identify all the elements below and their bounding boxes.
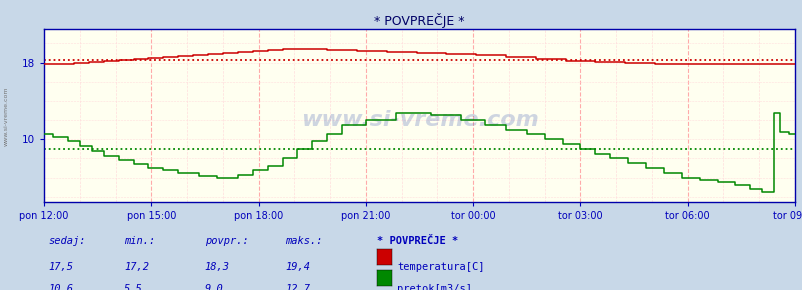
Text: maks.:: maks.: — [285, 236, 322, 246]
Text: temperatura[C]: temperatura[C] — [397, 262, 484, 272]
Text: pretok[m3/s]: pretok[m3/s] — [397, 284, 472, 290]
Text: 10,6: 10,6 — [48, 284, 73, 290]
Text: 5,5: 5,5 — [124, 284, 143, 290]
Text: min.:: min.: — [124, 236, 156, 246]
Title: * POVPREČJE *: * POVPREČJE * — [374, 13, 464, 28]
Text: 19,4: 19,4 — [285, 262, 310, 272]
Text: 18,3: 18,3 — [205, 262, 229, 272]
Text: povpr.:: povpr.: — [205, 236, 248, 246]
Text: 17,5: 17,5 — [48, 262, 73, 272]
Text: 17,2: 17,2 — [124, 262, 149, 272]
Text: 12,7: 12,7 — [285, 284, 310, 290]
Text: www.si-vreme.com: www.si-vreme.com — [300, 110, 538, 130]
Text: * POVPREČJE *: * POVPREČJE * — [377, 236, 458, 246]
Text: www.si-vreme.com: www.si-vreme.com — [4, 86, 9, 146]
Text: sedaj:: sedaj: — [48, 236, 86, 246]
Text: 9,0: 9,0 — [205, 284, 223, 290]
